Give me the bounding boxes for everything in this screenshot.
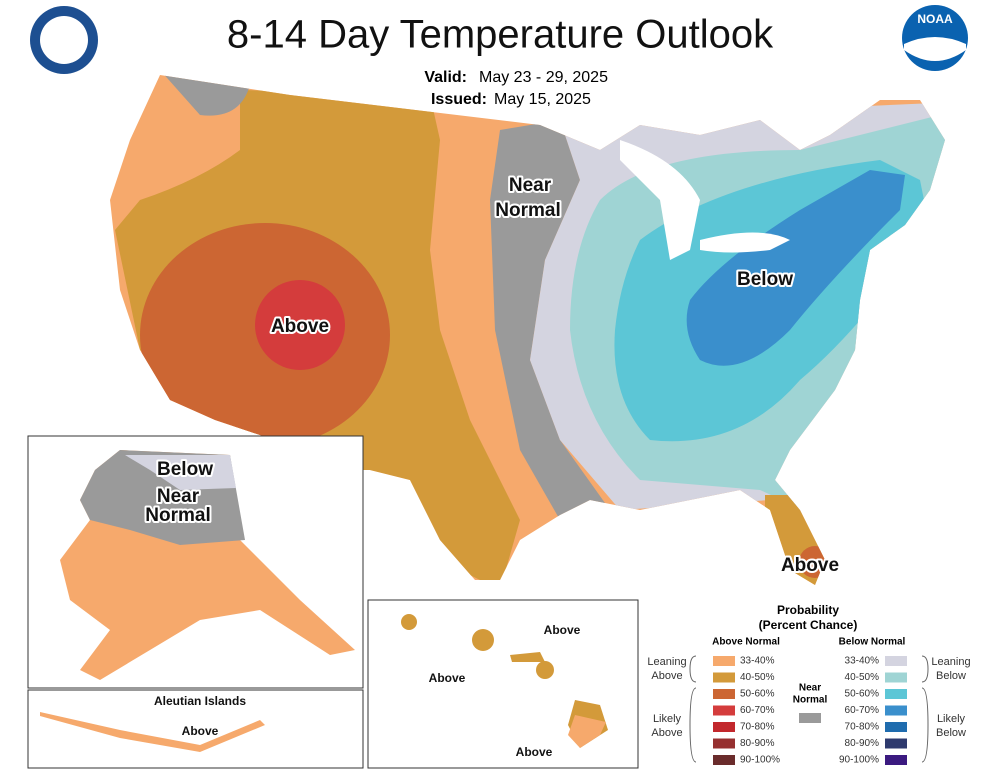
legend-swatch xyxy=(713,755,735,765)
legend-class-label: 40-50% xyxy=(845,672,880,683)
great-lakes xyxy=(700,232,790,253)
legend-class-label: 80-90% xyxy=(845,738,880,749)
legend-group: Likely xyxy=(653,713,682,725)
region xyxy=(765,495,850,585)
legend-swatch xyxy=(885,755,907,765)
legend-swatch xyxy=(885,656,907,666)
legend-swatch xyxy=(885,738,907,749)
legend-class-label: 50-60% xyxy=(845,689,880,700)
map-label: Below xyxy=(157,459,213,480)
legend-header: Above Normal xyxy=(712,637,780,648)
legend-group: Below xyxy=(936,727,966,739)
great-lakes xyxy=(620,140,700,260)
legend-swatch xyxy=(713,738,735,749)
noaa-logo-bird xyxy=(904,37,966,61)
map-label: Above xyxy=(182,724,219,738)
issued-label: Issued: xyxy=(431,91,487,108)
legend-swatch xyxy=(713,672,735,683)
region xyxy=(490,120,610,520)
alaska-region xyxy=(125,455,236,490)
map-label: Normal xyxy=(495,200,560,221)
legend-subtitle: (Percent Chance) xyxy=(759,618,858,632)
hawaii-island xyxy=(472,629,494,651)
map-label: Below xyxy=(737,269,793,290)
legend-class-label: 70-80% xyxy=(740,722,775,733)
legend-class-label: 60-70% xyxy=(845,705,880,716)
legend-swatch xyxy=(885,672,907,683)
legend-swatch xyxy=(713,689,735,699)
map-label: Above xyxy=(271,316,329,337)
map-label: Above xyxy=(429,671,466,685)
region xyxy=(686,170,905,366)
valid-date: May 23 - 29, 2025 xyxy=(479,69,608,86)
legend-swatch xyxy=(713,705,735,716)
inset-title: Aleutian Islands xyxy=(154,694,246,708)
aleutians xyxy=(40,712,265,752)
map-label: Near xyxy=(509,175,552,196)
region xyxy=(255,280,345,370)
legend-near: Normal xyxy=(793,695,828,706)
map-label: Normal xyxy=(145,505,210,526)
legend: Probability (Percent Chance) Above Norma… xyxy=(647,603,970,765)
legend-class-label: 80-90% xyxy=(740,738,775,749)
legend-class-label: 70-80% xyxy=(845,722,880,733)
legend-header: Below Normal xyxy=(839,637,906,648)
aleutian-inset xyxy=(27,689,364,769)
legend-group: Leaning xyxy=(931,656,970,668)
map-label: Above xyxy=(781,555,839,576)
legend-class-label: 60-70% xyxy=(740,705,775,716)
hawaii-island xyxy=(536,661,554,679)
hawaii-island xyxy=(401,614,417,630)
legend-class-label: 33-40% xyxy=(740,656,775,667)
issued-date: May 15, 2025 xyxy=(494,91,591,108)
map-label: Above xyxy=(544,623,581,637)
legend-swatch xyxy=(885,705,907,716)
legend-swatch xyxy=(885,722,907,732)
hawaii-island xyxy=(510,652,545,662)
legend-class-label: 40-50% xyxy=(740,672,775,683)
legend-swatch xyxy=(713,656,735,666)
legend-group: Above xyxy=(651,727,682,739)
legend-swatch xyxy=(885,689,907,699)
hawaii-region xyxy=(568,715,606,748)
legend-near: Near xyxy=(799,683,821,694)
legend-class-label: 90-100% xyxy=(740,755,780,766)
legend-brace xyxy=(689,655,929,763)
map-label: Near xyxy=(157,486,200,507)
legend-class-label: 50-60% xyxy=(740,689,775,700)
legend-group: Leaning xyxy=(647,656,686,668)
commerce-seal-inner xyxy=(40,16,88,64)
noaa-logo-text: NOAA xyxy=(917,12,953,26)
map-label: Above xyxy=(516,745,553,759)
legend-group: Below xyxy=(936,670,966,682)
legend-group: Above xyxy=(651,670,682,682)
valid-label: Valid: xyxy=(424,69,467,86)
legend-swatch xyxy=(799,713,821,723)
legend-class-label: 90-100% xyxy=(839,755,879,766)
legend-class-label: 33-40% xyxy=(845,656,880,667)
title: 8-14 Day Temperature Outlook xyxy=(227,13,774,57)
legend-title: Probability xyxy=(777,603,839,617)
legend-swatch xyxy=(713,722,735,732)
legend-group: Likely xyxy=(937,713,966,725)
